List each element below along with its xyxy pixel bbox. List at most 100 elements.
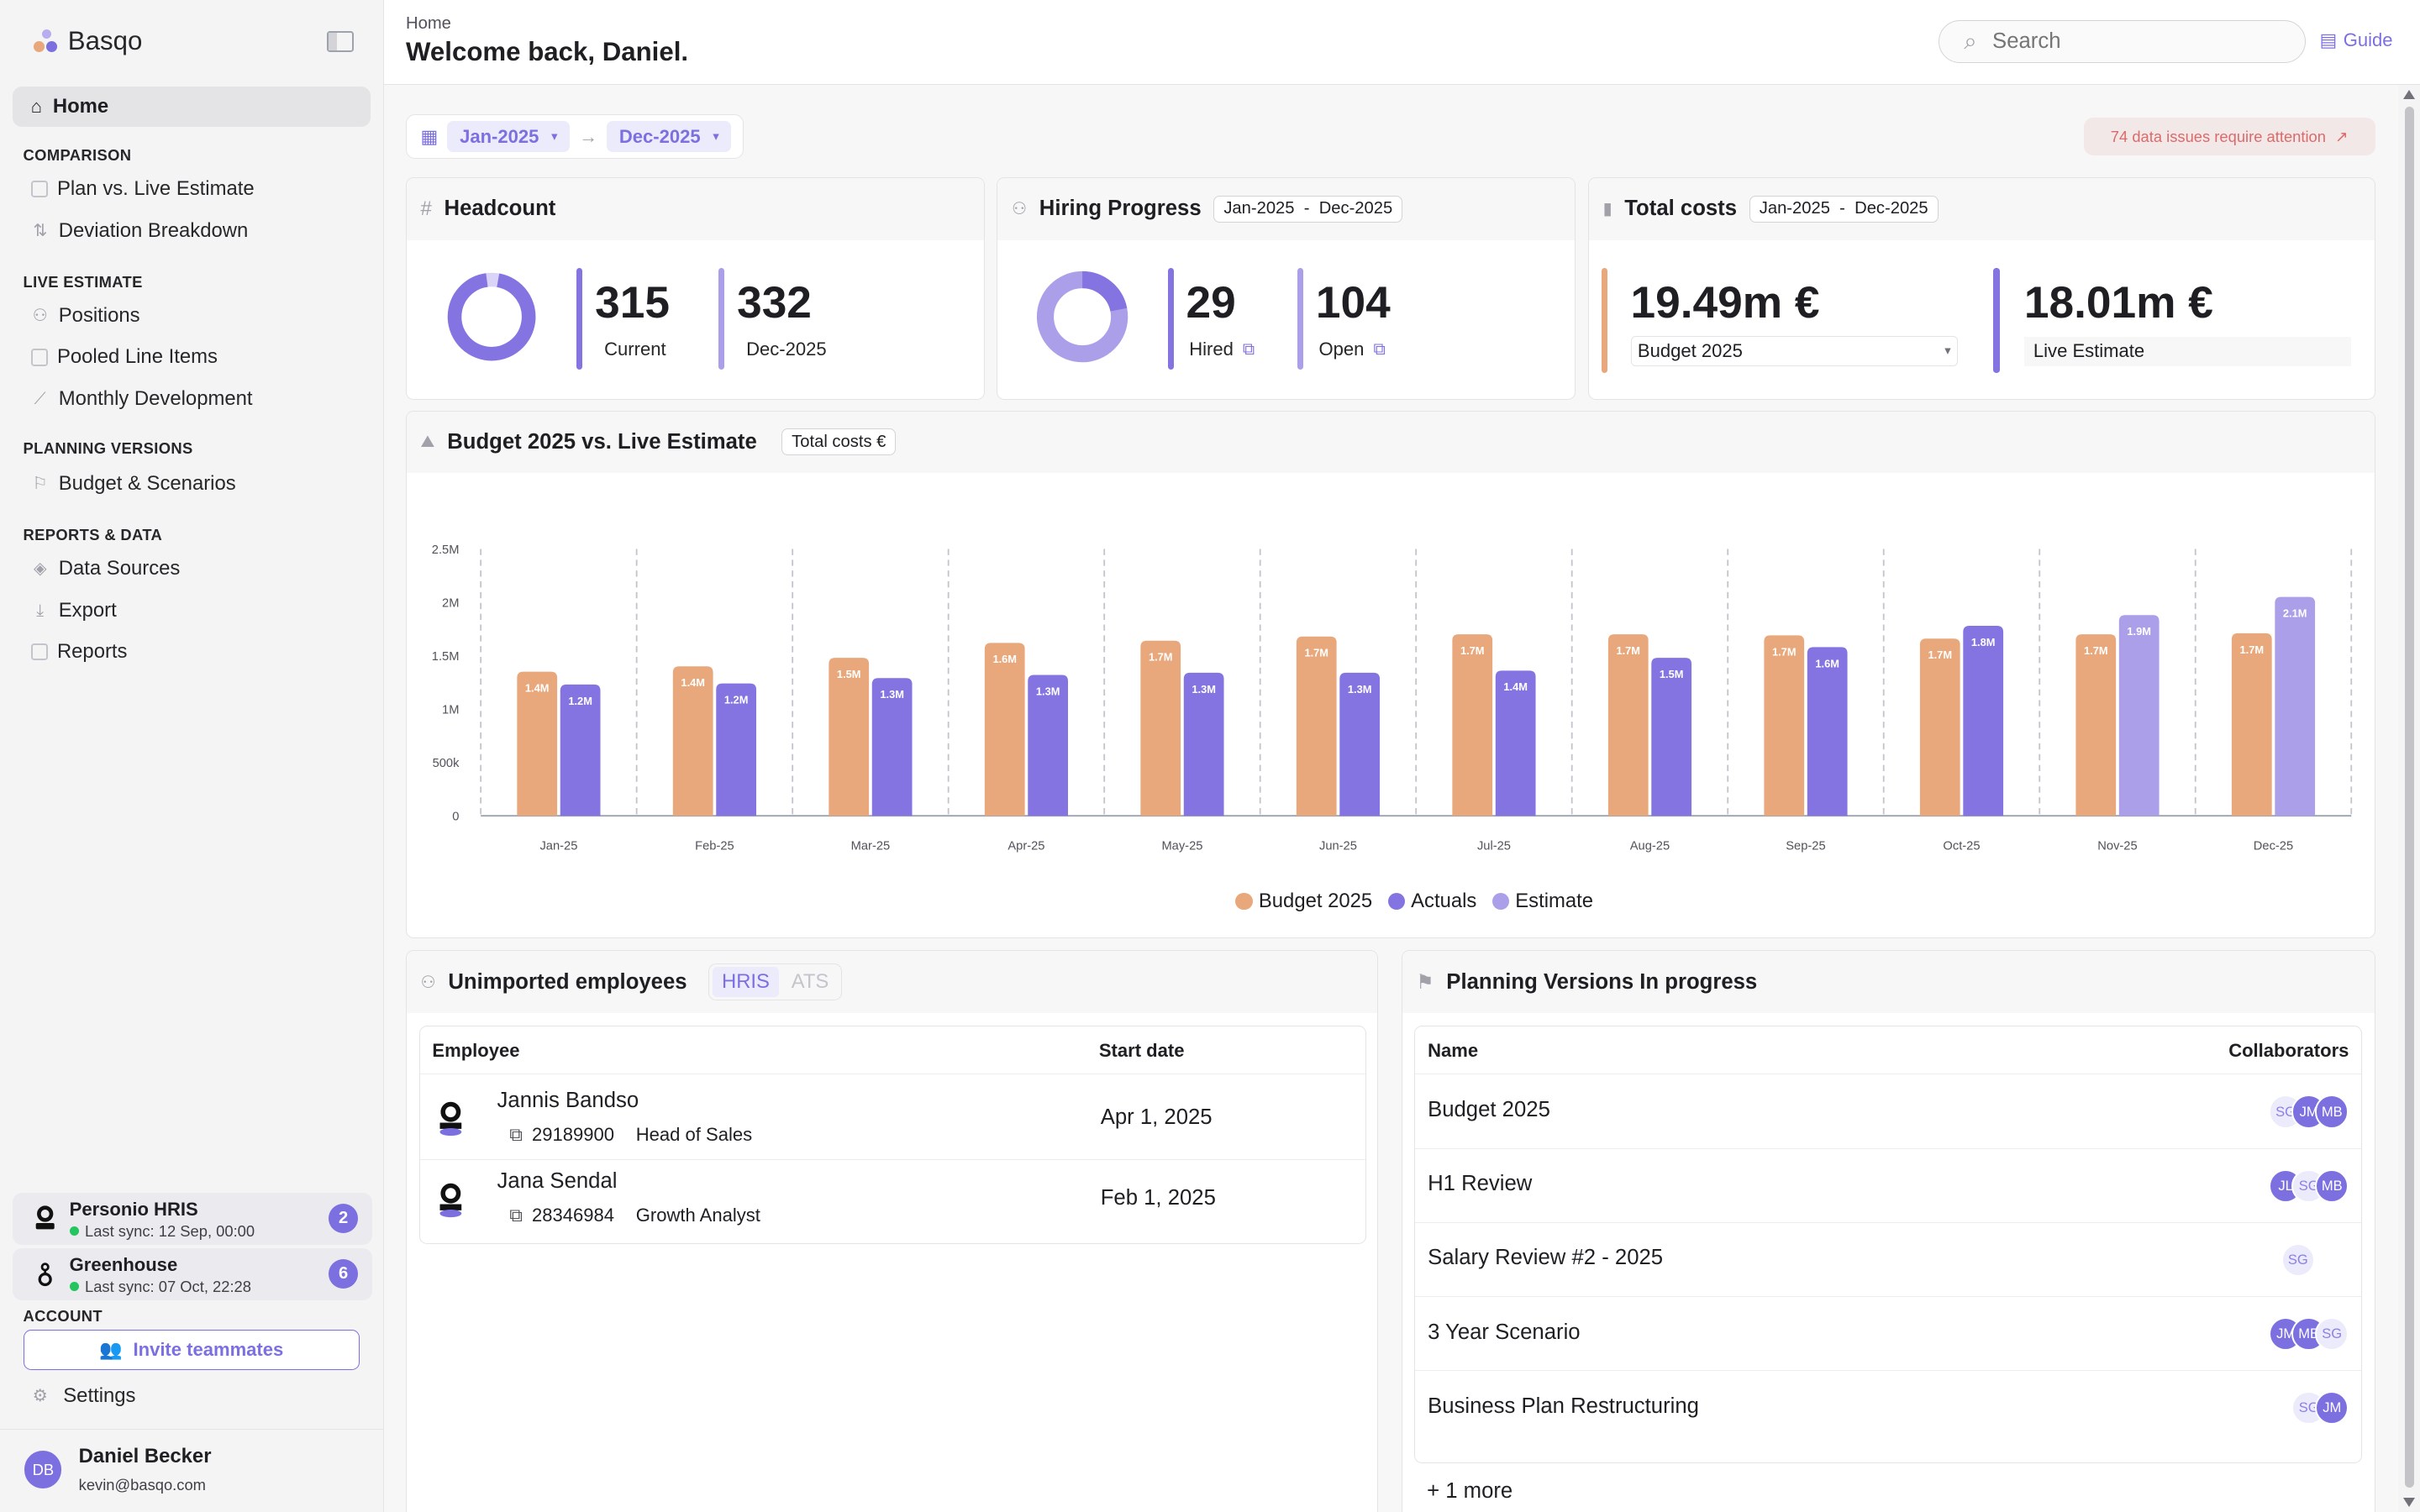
- y-tick-label: 0: [452, 810, 459, 823]
- report-icon: [30, 643, 48, 661]
- section-title-planning: PLANNING VERSIONS: [23, 439, 193, 458]
- user-profile[interactable]: DB Daniel Becker kevin@basqo.com: [0, 1428, 385, 1512]
- current-bar: [576, 267, 583, 370]
- date-from-select[interactable]: Jan-2025 ▾: [447, 121, 571, 153]
- integration-personio[interactable]: Personio HRIS Last sync: 12 Sep, 00:00 2: [12, 1192, 372, 1246]
- x-tick-label: Jul-25: [1477, 839, 1511, 853]
- metric-pill[interactable]: Total costs €: [781, 428, 897, 456]
- tab-hris[interactable]: HRIS: [712, 967, 779, 997]
- card-title: Planning Versions In progress: [1446, 969, 1758, 994]
- headcount-future: 332: [737, 277, 812, 328]
- table-row[interactable]: Jannis Bandso ⧉ 29189900 Head of Sales A…: [419, 1074, 1366, 1158]
- column-header[interactable]: Employee: [432, 1040, 520, 1062]
- headcount-donut-arc: [447, 273, 536, 361]
- status-dot-icon: [69, 1282, 79, 1292]
- invite-teammates-button[interactable]: 👥 Invite teammates: [23, 1330, 360, 1370]
- scroll-thumb[interactable]: [2404, 106, 2414, 1488]
- table-row[interactable]: Budget 2025 SG JM MB: [1415, 1074, 2362, 1147]
- sidebar-item-data-sources[interactable]: ◈ Data Sources: [31, 557, 180, 580]
- legend-label: Actuals: [1411, 889, 1477, 912]
- home-icon: ⌂: [30, 95, 43, 117]
- search-icon: ⌕: [1964, 28, 1977, 55]
- layers-icon: ◈: [33, 559, 47, 579]
- future-bar: [718, 267, 725, 370]
- open-link[interactable]: Open ⧉: [1319, 339, 1386, 360]
- legend-label: Budget 2025: [1258, 889, 1373, 912]
- data-label: 1.7M: [2240, 643, 2265, 655]
- copy-icon[interactable]: ⧉: [509, 1124, 523, 1146]
- show-more-link[interactable]: + 1 more: [1427, 1478, 1513, 1503]
- date-range-picker[interactable]: ▦ Jan-2025 ▾ → Dec-2025 ▾: [406, 113, 744, 160]
- table-row[interactable]: Jana Sendal ⧉ 28346984 Growth Analyst Fe…: [419, 1158, 1366, 1244]
- legend-item-budget[interactable]: Budget 2025: [1235, 890, 1372, 913]
- sidebar-item-budget-scenarios[interactable]: ⚐ Budget & Scenarios: [31, 472, 236, 496]
- y-tick-label: 1M: [442, 703, 459, 717]
- hiring-range-pill[interactable]: Jan-2025 - Dec-2025: [1213, 195, 1403, 223]
- scroll-down-icon[interactable]: [2402, 1498, 2415, 1508]
- data-label: 1.2M: [724, 693, 749, 706]
- hired-link[interactable]: Hired ⧉: [1189, 339, 1255, 360]
- data-issues-button[interactable]: 74 data issues require attention ↗: [2083, 117, 2375, 156]
- legend-item-estimate[interactable]: Estimate: [1491, 890, 1593, 913]
- search-input[interactable]: [1992, 29, 2270, 55]
- bar: [871, 677, 913, 816]
- breadcrumb[interactable]: Home: [406, 13, 451, 33]
- copy-icon[interactable]: ⧉: [509, 1204, 523, 1226]
- integration-greenhouse[interactable]: Greenhouse Last sync: 07 Oct, 22:28 6: [12, 1247, 372, 1301]
- date-from-label: Jan-2025: [460, 125, 539, 147]
- integration-badge: 6: [329, 1258, 359, 1289]
- column-header[interactable]: Name: [1428, 1040, 1479, 1062]
- avatar[interactable]: SG: [2315, 1316, 2349, 1352]
- budget-bar: [1601, 267, 1607, 373]
- table-row[interactable]: 3 Year Scenario JM MB SG: [1415, 1295, 2362, 1370]
- legend-item-actuals[interactable]: Actuals: [1387, 889, 1477, 913]
- compare-icon: [30, 181, 48, 198]
- integration-badge: 2: [329, 1203, 359, 1233]
- logo[interactable]: Basqo: [34, 26, 142, 56]
- table-row[interactable]: H1 Review JL SG MB: [1415, 1147, 2362, 1222]
- sidebar-item-home[interactable]: ⌂ Home: [12, 86, 371, 127]
- open-label: Open: [1318, 339, 1365, 360]
- avatar[interactable]: MB: [2315, 1095, 2349, 1129]
- avatar[interactable]: JM: [2315, 1391, 2349, 1425]
- sidebar-item-plan-vs-live[interactable]: Plan vs. Live Estimate: [30, 177, 255, 201]
- main-scrollbar[interactable]: [2398, 85, 2420, 1512]
- bar: [2118, 614, 2160, 816]
- data-label: 1.4M: [1503, 680, 1528, 693]
- tab-ats[interactable]: ATS: [791, 970, 829, 994]
- headcount-future-label: Dec-2025: [746, 339, 827, 360]
- sidebar-item-deviation[interactable]: ⇅ Deviation Breakdown: [31, 219, 248, 243]
- data-label: 1.7M: [2084, 644, 2108, 657]
- scroll-up-icon[interactable]: [2402, 89, 2415, 99]
- sidebar-item-label: Home: [52, 94, 109, 118]
- column-header[interactable]: Collaborators: [2228, 1040, 2349, 1062]
- card-header: ⛰ Budget 2025 vs. Live Estimate Total co…: [407, 411, 2375, 473]
- live-label: Live Estimate: [2023, 337, 2352, 367]
- data-label: 1.3M: [1348, 682, 1372, 695]
- bar: [1607, 633, 1649, 816]
- table-row[interactable]: Business Plan Restructuring SG JM: [1415, 1370, 2362, 1444]
- sidebar-item-pooled[interactable]: Pooled Line Items: [30, 345, 218, 369]
- sidebar-item-export[interactable]: ⤓ Export: [31, 599, 116, 622]
- table-row[interactable]: Salary Review #2 - 2025 SG: [1415, 1221, 2362, 1296]
- sidebar-collapse-icon[interactable]: [327, 30, 354, 53]
- x-tick-label: Oct-25: [1943, 839, 1980, 853]
- avatar[interactable]: MB: [2315, 1168, 2349, 1203]
- bar: [716, 683, 757, 816]
- costs-range-pill[interactable]: Jan-2025 - Dec-2025: [1749, 195, 1939, 223]
- column-header[interactable]: Start date: [1098, 1040, 1185, 1062]
- data-label: 1.4M: [681, 676, 705, 689]
- budget-version-select[interactable]: Budget 2025 ▾: [1630, 335, 1958, 367]
- sidebar-item-settings[interactable]: ⚙ Settings: [31, 1384, 136, 1408]
- avatar[interactable]: SG: [2281, 1242, 2316, 1278]
- date-to-label: Dec-2025: [618, 125, 701, 147]
- sidebar-item-monthly[interactable]: ⟋ Monthly Development: [31, 387, 253, 411]
- guide-link[interactable]: ▤ Guide: [2320, 29, 2393, 51]
- employee-role: Head of Sales: [635, 1124, 753, 1146]
- date-to-select[interactable]: Dec-2025 ▾: [607, 121, 732, 153]
- sidebar-item-reports[interactable]: Reports: [30, 640, 127, 664]
- sidebar-item-positions[interactable]: ⚇ Positions: [31, 304, 140, 328]
- search-box[interactable]: ⌕: [1938, 19, 2306, 64]
- x-tick-label: May-25: [1161, 839, 1202, 853]
- section-title-comparison: COMPARISON: [23, 146, 132, 165]
